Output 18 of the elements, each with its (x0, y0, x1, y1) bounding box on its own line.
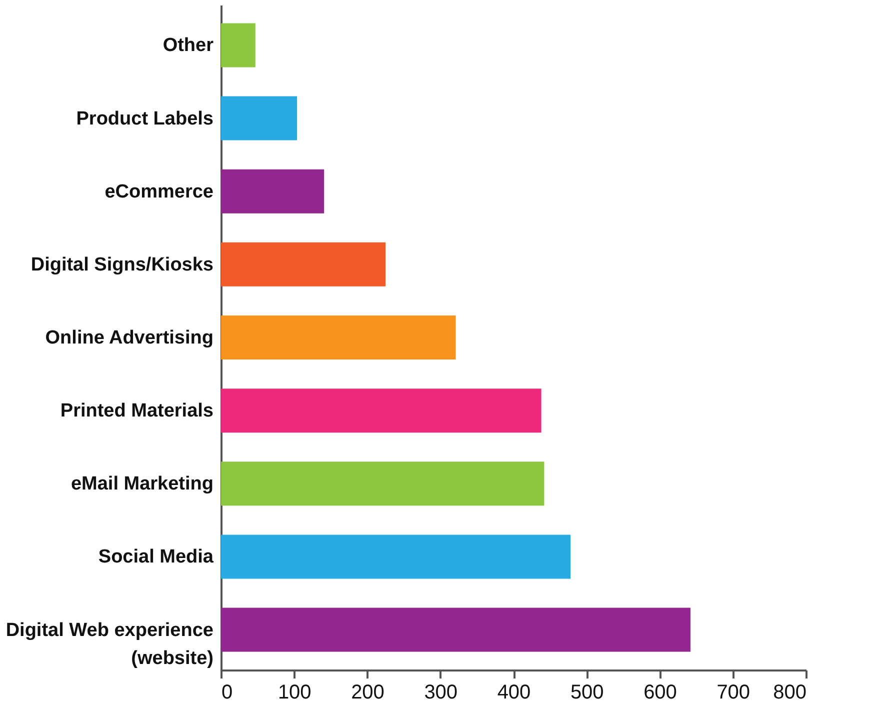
x-tick-label: 400 (497, 682, 531, 704)
y-tick-label: Digital Web experience (website) (6, 620, 214, 669)
x-tick-label: 100 (278, 682, 312, 704)
x-tick-label: 700 (716, 682, 750, 704)
y-tick-label: eCommerce (104, 181, 214, 202)
x-tick-label: 300 (424, 682, 458, 704)
y-tick-label: eMail Marketing (70, 474, 214, 495)
y-tick-label: Product Labels (76, 108, 214, 130)
y-tick-label: Other (162, 35, 214, 56)
x-tick-label: 800 (773, 682, 806, 704)
x-tick-label: 500 (570, 682, 604, 704)
x-tick-label: 0 (222, 682, 233, 704)
y-tick-label: Printed Materials (60, 400, 214, 422)
y-tick-label: Online Advertising (45, 328, 214, 348)
y-tick-label: Digital Signs/Kiosks (30, 254, 214, 276)
x-tick-label: 600 (644, 682, 677, 704)
y-tick-label: Social Media (98, 546, 214, 568)
x-tick-label: 200 (351, 682, 384, 704)
